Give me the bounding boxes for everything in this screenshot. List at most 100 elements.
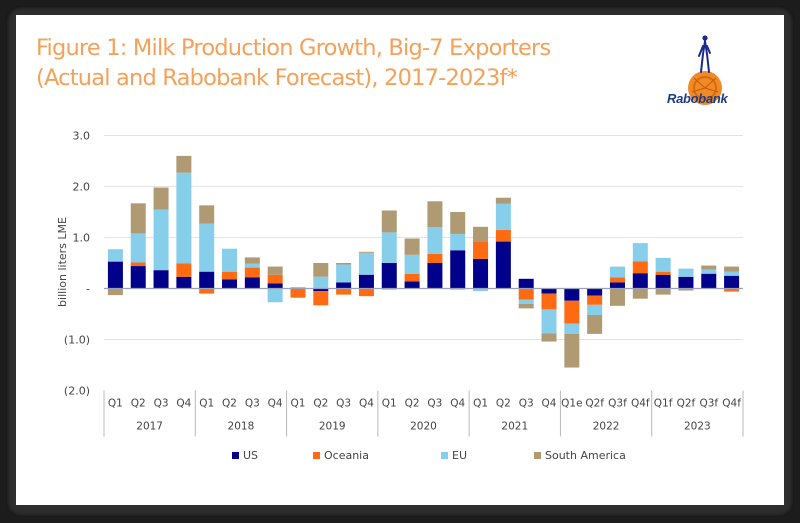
bar-oceania — [587, 295, 603, 305]
bar-south-america — [609, 288, 625, 306]
x-tick-label: Q3 — [154, 398, 169, 410]
bar-south-america — [518, 303, 534, 309]
x-group-label: 2020 — [410, 421, 437, 433]
bar-oceania — [130, 262, 146, 267]
bar-eu — [495, 203, 511, 230]
legend: US Oceania EU South America — [0, 449, 800, 469]
chart-title: Figure 1: Milk Production Growth, Big-7 … — [36, 33, 551, 93]
bars — [104, 155, 743, 368]
x-group-label: 2019 — [319, 421, 346, 433]
bar-eu — [404, 254, 420, 274]
bar-us — [587, 288, 603, 296]
x-tick-label: Q3 — [427, 398, 442, 410]
y-axis-label: billion liters LME — [56, 217, 69, 307]
bar-us — [107, 261, 123, 289]
bar-south-america — [199, 205, 215, 224]
bar-south-america — [107, 288, 123, 296]
legend-swatch — [232, 452, 239, 459]
bar-us — [724, 275, 740, 289]
x-group-label: 2017 — [136, 421, 163, 433]
bar-eu — [678, 268, 694, 277]
bar-us — [244, 277, 260, 289]
bar-south-america — [495, 197, 511, 204]
y-tick-label: 3.0 — [73, 130, 91, 143]
x-tick-label: Q4 — [542, 398, 557, 410]
legend-item-oceania: Oceania — [313, 449, 369, 462]
bar-oceania — [632, 261, 648, 274]
bar-us — [450, 250, 466, 289]
x-tick-label: Q2 — [496, 398, 511, 410]
bar-oceania — [199, 288, 215, 294]
bar-eu — [701, 269, 717, 274]
bar-south-america — [724, 266, 740, 272]
bar-oceania — [244, 267, 260, 278]
bar-us — [632, 273, 648, 289]
bar-oceania — [176, 263, 192, 277]
x-tick-label: Q3 — [519, 398, 534, 410]
x-tick-label: Q1 — [199, 398, 214, 410]
bar-us — [336, 282, 352, 289]
x-tick-label: Q2 — [131, 398, 146, 410]
legend-label: South America — [545, 449, 626, 462]
bar-eu — [176, 172, 192, 264]
legend-item-us: US — [232, 449, 258, 462]
x-group-label: 2022 — [593, 421, 620, 433]
bar-eu — [313, 276, 329, 289]
bar-south-america — [130, 203, 146, 234]
legend-label: EU — [452, 449, 468, 462]
bar-eu — [655, 257, 671, 272]
bar-south-america — [632, 288, 648, 299]
bar-eu — [632, 243, 648, 262]
bar-oceania — [107, 260, 123, 262]
bar-eu — [244, 263, 260, 268]
bar-south-america — [336, 263, 352, 265]
bar-oceania — [655, 271, 671, 275]
bar-eu — [267, 288, 283, 303]
bar-us — [267, 283, 283, 289]
bar-oceania — [427, 253, 443, 263]
bar-us — [701, 273, 717, 289]
chart-title-line-2: (Actual and Rabobank Forecast), 2017-202… — [36, 65, 518, 91]
bar-eu — [724, 271, 740, 276]
bar-oceania — [609, 277, 625, 283]
y-tick-label: - — [86, 283, 90, 296]
bar-eu — [587, 304, 603, 316]
x-tick-label: Q1 — [382, 398, 397, 410]
bar-south-america — [176, 155, 192, 173]
bar-us — [313, 288, 329, 292]
bar-eu — [564, 323, 580, 334]
y-tick-label: (1.0) — [64, 334, 90, 347]
legend-swatch — [534, 452, 541, 459]
bar-south-america — [381, 210, 397, 233]
x-tick-label: Q4f — [631, 398, 650, 410]
chart-title-line-1: Figure 1: Milk Production Growth, Big-7 … — [36, 35, 551, 61]
y-tick-label: 2.0 — [73, 181, 91, 194]
bar-eu — [381, 232, 397, 263]
x-tick-label: Q3f — [608, 398, 627, 410]
bar-south-america — [473, 226, 489, 242]
bar-eu — [290, 286, 306, 289]
bar-us — [381, 263, 397, 289]
x-tick-label: Q4 — [176, 398, 191, 410]
bar-south-america — [655, 288, 671, 295]
bar-oceania — [473, 241, 489, 259]
bar-south-america — [450, 212, 466, 234]
bar-oceania — [724, 288, 740, 292]
bar-us — [541, 288, 557, 294]
bar-eu — [473, 288, 489, 292]
x-tick-label: Q1f — [654, 398, 673, 410]
bar-us — [153, 270, 169, 289]
bar-oceania — [222, 271, 238, 280]
x-tick-label: Q3 — [336, 398, 351, 410]
x-tick-label: Q2f — [677, 398, 696, 410]
bar-south-america — [427, 201, 443, 228]
rabobank-logo-icon — [688, 35, 722, 105]
bar-oceania — [495, 229, 511, 242]
x-tick-label: Q4f — [722, 398, 741, 410]
x-group-label: 2023 — [684, 421, 711, 433]
bar-south-america — [358, 251, 374, 253]
bar-south-america — [313, 263, 329, 277]
bar-oceania — [267, 274, 283, 284]
bar-us — [404, 281, 420, 289]
x-tick-label: Q1 — [291, 398, 306, 410]
